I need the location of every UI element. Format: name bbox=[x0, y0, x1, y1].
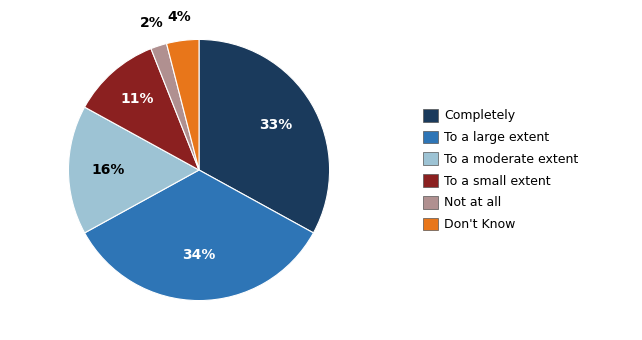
Wedge shape bbox=[151, 44, 199, 170]
Wedge shape bbox=[69, 107, 199, 233]
Wedge shape bbox=[199, 39, 329, 233]
Wedge shape bbox=[85, 49, 199, 170]
Text: 33%: 33% bbox=[259, 118, 292, 132]
Text: 11%: 11% bbox=[120, 92, 153, 106]
Text: 34%: 34% bbox=[182, 248, 216, 262]
Wedge shape bbox=[166, 39, 199, 170]
Text: 16%: 16% bbox=[91, 163, 125, 177]
Wedge shape bbox=[85, 170, 313, 301]
Text: 2%: 2% bbox=[139, 16, 163, 31]
Text: 4%: 4% bbox=[168, 10, 191, 24]
Legend: Completely, To a large extent, To a moderate extent, To a small extent, Not at a: Completely, To a large extent, To a mode… bbox=[418, 104, 584, 236]
